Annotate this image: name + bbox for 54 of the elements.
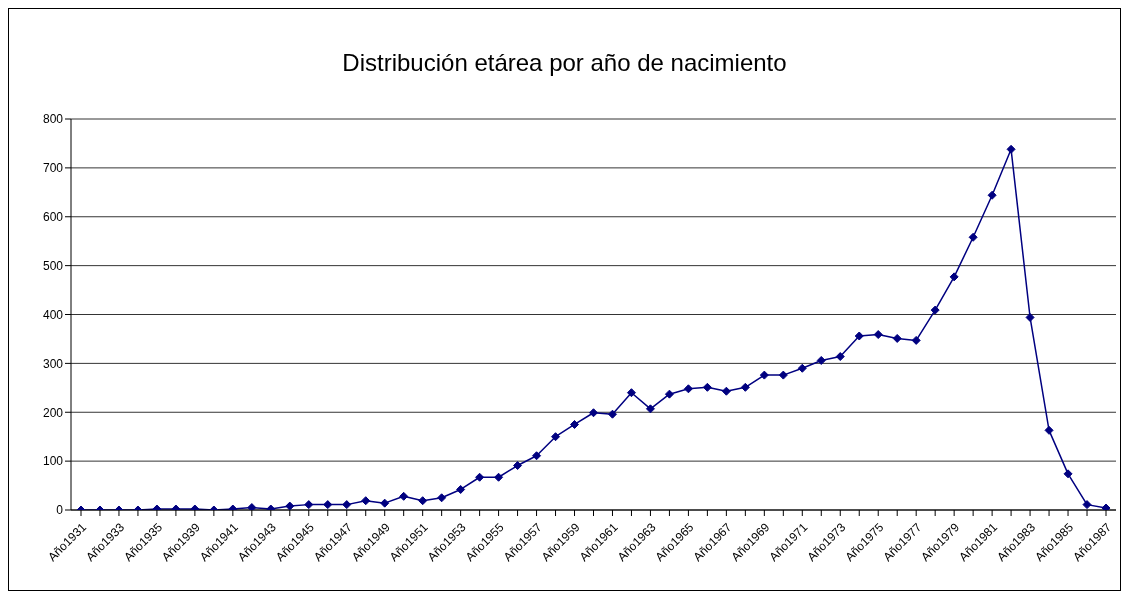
point <box>797 363 807 373</box>
point <box>570 419 580 429</box>
y-tick-label: 400 <box>42 307 64 322</box>
y-tick-label: 200 <box>42 405 64 420</box>
point <box>892 333 902 343</box>
y-tick-label: 500 <box>42 258 64 273</box>
point <box>645 404 655 414</box>
y-tick-label: 800 <box>42 112 64 127</box>
point <box>759 370 769 380</box>
chart-title: Distribución etárea por año de nacimiento <box>341 49 788 77</box>
y-tick-label: 100 <box>42 454 64 469</box>
point <box>513 461 523 471</box>
point <box>418 496 428 506</box>
point <box>1025 312 1035 322</box>
point <box>456 484 466 494</box>
point <box>1101 503 1111 510</box>
point <box>494 472 504 482</box>
y-tick-label: 0 <box>56 503 64 518</box>
point <box>664 389 674 399</box>
point <box>702 382 712 392</box>
point <box>949 272 959 282</box>
y-tick-label: 700 <box>42 161 64 176</box>
point <box>1044 425 1054 435</box>
point <box>1082 500 1092 510</box>
point <box>740 382 750 392</box>
point <box>247 503 257 510</box>
point <box>380 498 390 508</box>
y-tick-label: 300 <box>42 356 64 371</box>
point <box>607 409 617 419</box>
point <box>854 331 864 341</box>
point <box>532 451 542 461</box>
point <box>323 500 333 510</box>
point <box>285 501 295 510</box>
point <box>361 496 371 506</box>
point <box>987 190 997 200</box>
y-tick-label: 600 <box>42 210 64 225</box>
point <box>778 370 788 380</box>
point <box>683 384 693 394</box>
point <box>1006 144 1016 154</box>
point <box>342 500 352 510</box>
point <box>626 388 636 398</box>
point <box>551 432 561 442</box>
point <box>835 352 845 362</box>
point <box>399 491 409 501</box>
point <box>721 386 731 396</box>
point <box>911 335 921 345</box>
point <box>589 408 598 418</box>
point <box>304 500 314 510</box>
point <box>930 305 940 315</box>
point <box>475 472 485 482</box>
point <box>816 355 826 365</box>
point <box>1063 469 1073 479</box>
point <box>437 493 447 503</box>
point <box>873 330 883 340</box>
